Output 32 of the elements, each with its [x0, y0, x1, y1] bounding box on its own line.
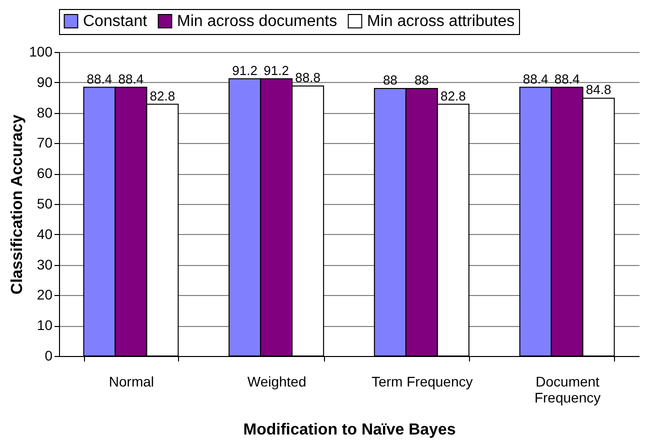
- data-label: 88.4: [522, 71, 548, 86]
- x-tick-label: Term Frequency: [372, 374, 473, 390]
- x-tick-label: Document Frequency: [534, 374, 601, 406]
- data-label: 84.8: [586, 82, 612, 98]
- legend-label: Min across attributes: [367, 13, 515, 30]
- y-tick-label: 20: [36, 286, 53, 303]
- x-tick-label: Normal: [108, 374, 154, 390]
- data-label: 91.2: [232, 62, 258, 78]
- y-tick-label: 80: [36, 104, 53, 120]
- data-label: 88.4: [86, 71, 112, 86]
- data-label: 88.8: [295, 70, 320, 86]
- y-tick-label: 40: [36, 226, 53, 242]
- data-label: 91.2: [264, 62, 289, 78]
- y-tick-label: 100: [29, 44, 53, 60]
- data-label: 82.8: [440, 88, 466, 104]
- data-label: 88.4: [118, 71, 144, 86]
- y-tick-label: 0: [44, 348, 53, 364]
- x-axis-title: Modification to Naïve Bayes: [243, 422, 456, 438]
- data-label: 88: [382, 72, 398, 88]
- y-tick-label: 60: [36, 165, 53, 182]
- data-label: 88: [414, 72, 429, 88]
- y-tick-label: 10: [36, 317, 53, 334]
- y-tick-label: 90: [36, 74, 53, 90]
- legend-label: Constant: [83, 13, 148, 30]
- legend-label: Min across documents: [177, 13, 338, 30]
- data-label: 88.4: [554, 71, 580, 86]
- y-tick-label: 70: [36, 134, 53, 151]
- y-axis-title: Classification Accuracy: [9, 114, 26, 294]
- data-label: 82.8: [150, 88, 176, 104]
- y-tick-label: 30: [36, 256, 53, 272]
- y-tick-label: 50: [36, 196, 53, 212]
- x-tick-label: Weighted: [247, 374, 306, 390]
